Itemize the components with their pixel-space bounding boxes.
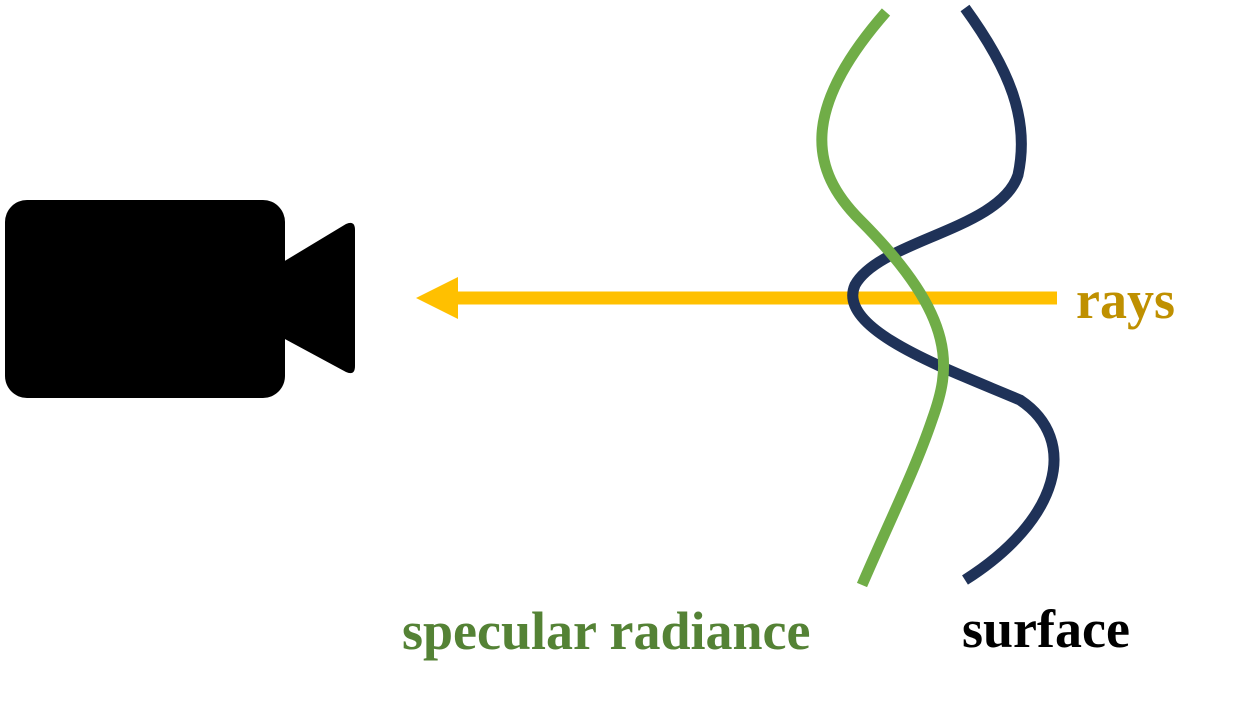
video-camera-icon xyxy=(5,200,355,398)
rays-arrowhead xyxy=(416,277,458,319)
specular-radiance-label: specular radiance xyxy=(402,601,810,661)
rays-label: rays xyxy=(1076,270,1175,330)
camera-lens xyxy=(283,222,355,374)
specular-radiance-curve xyxy=(816,8,949,588)
rays-arrow xyxy=(416,277,1057,319)
camera-body xyxy=(5,200,285,398)
surface-curve xyxy=(847,4,1060,585)
surface-label: surface xyxy=(962,599,1130,659)
